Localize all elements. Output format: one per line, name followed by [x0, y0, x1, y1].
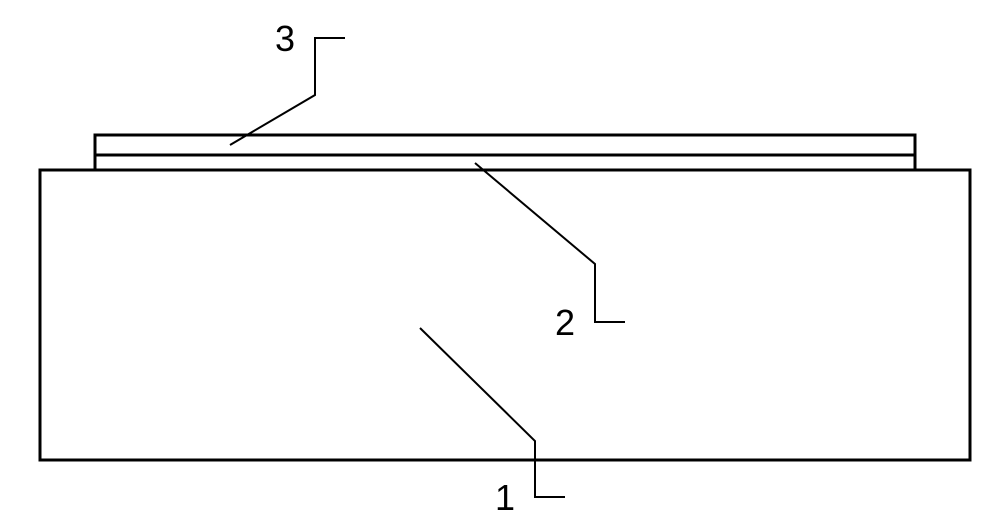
- leader-line-1: [420, 328, 565, 497]
- diagram-svg: [0, 0, 1000, 515]
- label-1: 1: [495, 477, 515, 519]
- cross-section-diagram: 3 2 1: [0, 0, 1000, 515]
- label-3: 3: [275, 18, 295, 60]
- layer-top: [95, 135, 915, 155]
- label-2: 2: [555, 302, 575, 344]
- layer-substrate: [40, 170, 970, 460]
- layer-middle: [95, 155, 915, 170]
- leader-line-2: [475, 163, 625, 322]
